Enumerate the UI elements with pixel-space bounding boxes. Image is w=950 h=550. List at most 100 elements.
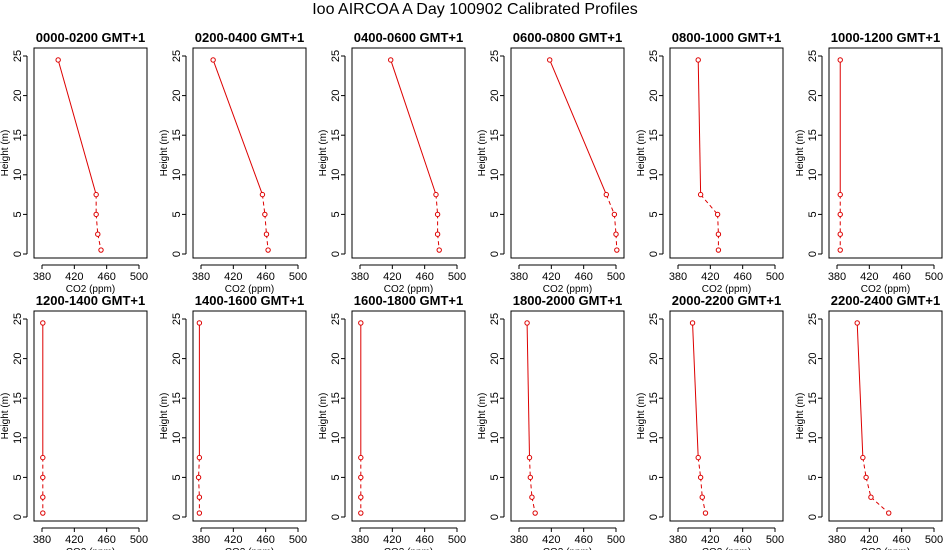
data-point — [434, 211, 441, 218]
x-axis-label: CO2 (ppm) — [543, 284, 592, 295]
plot-frame — [351, 47, 466, 259]
data-point — [613, 231, 619, 237]
y-tick-label: 25 — [171, 50, 183, 62]
x-tick-label: 500 — [766, 534, 784, 546]
x-tick-label: 460 — [574, 534, 592, 546]
plot-frame — [828, 47, 943, 259]
data-point — [526, 454, 533, 461]
y-tick-label: 5 — [171, 474, 183, 480]
x-tick-label: 500 — [925, 271, 943, 283]
series-segment — [856, 322, 864, 458]
x-tick-label: 460 — [415, 271, 433, 283]
plot-frame — [33, 310, 148, 522]
data-point — [263, 231, 270, 237]
x-tick-label: 460 — [574, 271, 592, 283]
series-segment — [697, 457, 702, 478]
x-tick-label: 380 — [669, 271, 687, 283]
panel-title: 0400-0600 GMT+1 — [354, 30, 463, 45]
panel-title: 0800-1000 GMT+1 — [672, 30, 781, 45]
x-tick-label: 380 — [33, 271, 51, 283]
y-tick-label: 25 — [648, 50, 660, 62]
y-tick-label: 15 — [489, 129, 501, 141]
data-point — [715, 247, 722, 253]
y-tick-label: 5 — [807, 474, 819, 480]
y-tick-label: 0 — [648, 251, 660, 257]
y-tick-label: 10 — [12, 169, 24, 181]
y-tick-label: 10 — [489, 169, 501, 181]
y-tick-label: 20 — [648, 89, 660, 101]
data-point — [611, 211, 618, 218]
y-tick-label: 25 — [807, 50, 819, 62]
x-tick-label: 420 — [701, 534, 719, 546]
panel-title: 1800-2000 GMT+1 — [513, 293, 622, 308]
y-axis-label: Height (m) — [0, 393, 11, 440]
plot-frame — [192, 47, 307, 259]
data-point — [40, 320, 46, 326]
y-tick-label: 10 — [648, 169, 660, 181]
y-tick-label: 25 — [330, 50, 342, 62]
panel-9: 1600-1800 GMT+1 380 420 460 500 CO2 (ppm) 0 5 10… — [318, 293, 466, 550]
panel-title: 1000-1200 GMT+1 — [831, 30, 940, 45]
y-tick-label: 15 — [648, 392, 660, 404]
data-point — [262, 211, 268, 218]
data-point — [93, 211, 99, 218]
data-point — [529, 494, 535, 500]
y-axis-label: Height (m) — [636, 130, 647, 177]
y-tick-label: 25 — [330, 313, 342, 325]
y-axis-label: Height (m) — [318, 393, 329, 440]
y-tick-label: 20 — [489, 352, 501, 364]
x-tick-label: 500 — [448, 534, 466, 546]
x-tick-label: 460 — [256, 534, 274, 546]
y-tick-label: 0 — [648, 514, 660, 520]
y-tick-label: 20 — [12, 89, 24, 101]
x-tick-label: 500 — [925, 534, 943, 546]
panel-title: 1400-1600 GMT+1 — [195, 293, 304, 308]
data-point — [55, 57, 61, 63]
x-axis-label: CO2 (ppm) — [225, 547, 274, 550]
data-point — [868, 494, 874, 500]
y-tick-label: 15 — [648, 129, 660, 141]
page-title: Ioo AIRCOA A Day 100902 Calibrated Profi… — [312, 1, 638, 18]
series-segment — [697, 59, 702, 195]
plot-frame — [510, 47, 625, 259]
y-tick-label: 5 — [489, 211, 501, 217]
panel-1: 0000-0200 GMT+1 380 420 460 500 CO2 (ppm) 0 5 10… — [0, 30, 148, 295]
x-axis-label: CO2 (ppm) — [702, 547, 751, 550]
x-tick-label: 460 — [733, 534, 751, 546]
x-axis-label: CO2 (ppm) — [543, 547, 592, 550]
data-point — [40, 454, 46, 461]
y-axis-label: Height (m) — [477, 130, 488, 177]
panel-title: 1200-1400 GMT+1 — [36, 293, 145, 308]
panel-5: 0800-1000 GMT+1 380 420 460 500 CO2 (ppm) 0 5 10… — [636, 30, 784, 295]
x-axis-label: CO2 (ppm) — [384, 284, 433, 295]
data-point — [40, 494, 46, 500]
y-tick-label: 5 — [648, 474, 660, 480]
x-tick-label: 420 — [860, 271, 878, 283]
series-segment — [613, 214, 617, 235]
x-tick-label: 380 — [192, 534, 210, 546]
x-tick-label: 420 — [224, 534, 242, 546]
data-point — [697, 474, 704, 481]
data-point — [697, 191, 704, 198]
data-point — [532, 510, 538, 516]
x-tick-label: 380 — [351, 534, 369, 546]
x-tick-label: 420 — [860, 534, 878, 546]
data-point — [837, 191, 843, 198]
data-point — [358, 320, 364, 326]
x-tick-label: 500 — [607, 271, 625, 283]
y-tick-label: 20 — [171, 352, 183, 364]
plot-frame — [351, 310, 466, 522]
series-segment — [717, 214, 719, 235]
series-segment — [261, 194, 266, 215]
y-tick-label: 20 — [12, 352, 24, 364]
y-tick-label: 20 — [330, 89, 342, 101]
y-axis-label: Height (m) — [795, 130, 806, 177]
y-tick-label: 0 — [489, 251, 501, 257]
data-point — [196, 510, 203, 516]
y-tick-label: 25 — [171, 313, 183, 325]
x-tick-label: 380 — [510, 271, 528, 283]
data-point — [196, 320, 203, 326]
x-tick-label: 460 — [892, 271, 910, 283]
x-tick-label: 380 — [33, 534, 51, 546]
